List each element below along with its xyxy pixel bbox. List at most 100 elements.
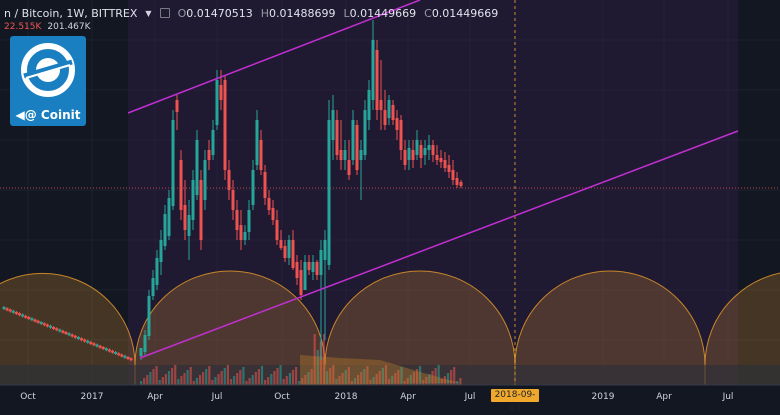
volume-bar <box>291 370 295 385</box>
candle <box>319 240 323 360</box>
channel-lower-line <box>139 130 739 359</box>
candle <box>459 180 463 188</box>
candle <box>299 260 303 300</box>
cycle-arc <box>0 273 136 386</box>
candle <box>70 333 74 338</box>
visibility-toggle-icon[interactable] <box>159 8 170 18</box>
volume-bar <box>360 372 363 385</box>
volume-bar <box>276 368 279 385</box>
candle <box>223 75 227 180</box>
volume-bar <box>251 375 254 385</box>
candle <box>407 140 411 170</box>
volume-bar <box>282 379 285 385</box>
volume-bar <box>335 379 338 385</box>
candle <box>447 155 451 178</box>
volume-bar <box>152 369 155 385</box>
candle <box>339 120 343 170</box>
candle <box>259 130 263 175</box>
candle <box>275 210 279 245</box>
candle <box>271 200 275 225</box>
candle <box>42 322 46 327</box>
volume-bar <box>456 381 459 385</box>
candle <box>227 160 231 200</box>
volume-bar <box>239 370 242 385</box>
x-tick-label: Apr <box>147 392 163 402</box>
volume-bar <box>384 365 388 385</box>
candle <box>359 140 363 200</box>
price-chart[interactable] <box>0 0 780 405</box>
candle <box>287 235 291 265</box>
volume-bar <box>434 368 437 385</box>
x-tick-label: Apr <box>400 392 416 402</box>
volume-bar <box>307 372 310 385</box>
candle <box>58 328 62 333</box>
candle <box>367 80 371 130</box>
volume-bar <box>419 366 422 385</box>
candle <box>355 120 359 175</box>
channel-upper-line <box>127 0 421 114</box>
candle <box>143 330 147 355</box>
volume-bar <box>183 373 186 385</box>
volume-bar <box>422 380 425 385</box>
high-value: 0.01488699 <box>269 6 336 20</box>
volume-bar <box>245 381 248 385</box>
x-axis-band <box>0 385 780 405</box>
volume-bar <box>446 373 450 385</box>
candle <box>391 100 395 125</box>
volume-bar <box>295 367 298 385</box>
volume-bar <box>143 378 146 385</box>
candles <box>2 20 463 362</box>
open-value: 0.01470513 <box>186 6 253 20</box>
candle <box>383 90 387 130</box>
volume-bar <box>195 378 198 385</box>
volume-bar <box>375 374 378 385</box>
chevron-down-icon[interactable]: ▼ <box>145 8 152 18</box>
candle <box>283 240 287 262</box>
candle <box>331 95 335 160</box>
volume-bar <box>198 375 202 385</box>
candle <box>27 316 31 320</box>
candle <box>179 150 183 220</box>
candle <box>363 100 367 160</box>
candle <box>435 145 439 165</box>
volume-bar <box>319 342 322 385</box>
volume-bar <box>205 369 208 385</box>
candle <box>379 60 383 130</box>
candle <box>247 200 251 240</box>
candle <box>155 250 159 290</box>
cycle-arcs <box>0 270 780 386</box>
volume-bar <box>357 375 360 385</box>
candle <box>30 317 34 322</box>
volume-bar <box>186 370 189 385</box>
candle <box>36 319 40 324</box>
candle <box>86 339 90 344</box>
volume-bar <box>425 377 428 385</box>
volume-bar <box>316 350 319 385</box>
candle <box>371 20 375 110</box>
logo-name: ◀@ Coinit <box>10 108 86 122</box>
candle <box>423 140 427 165</box>
candle <box>11 309 15 314</box>
candle <box>327 100 331 270</box>
volume-bar <box>189 367 192 385</box>
candle <box>291 230 295 270</box>
volume-bar <box>211 380 214 385</box>
symbol-label[interactable]: n / Bitcoin, 1W, BITTREX <box>4 6 138 20</box>
volume-bar <box>363 369 366 385</box>
volume-bar <box>443 376 446 385</box>
candle <box>129 357 133 362</box>
volume-bar <box>391 376 394 385</box>
volume-bar <box>406 378 409 385</box>
volume-ma-area <box>300 355 460 385</box>
candle <box>73 334 77 339</box>
send-icon: ◀ <box>15 108 25 122</box>
candle <box>183 180 187 240</box>
candle <box>323 230 327 340</box>
x-tick-label: 2019 <box>591 392 615 402</box>
candle <box>311 255 315 280</box>
volume-bar <box>226 365 229 385</box>
volume-bar <box>428 374 431 385</box>
candle <box>415 130 419 160</box>
candle <box>45 323 49 328</box>
volume-bar <box>242 367 245 385</box>
